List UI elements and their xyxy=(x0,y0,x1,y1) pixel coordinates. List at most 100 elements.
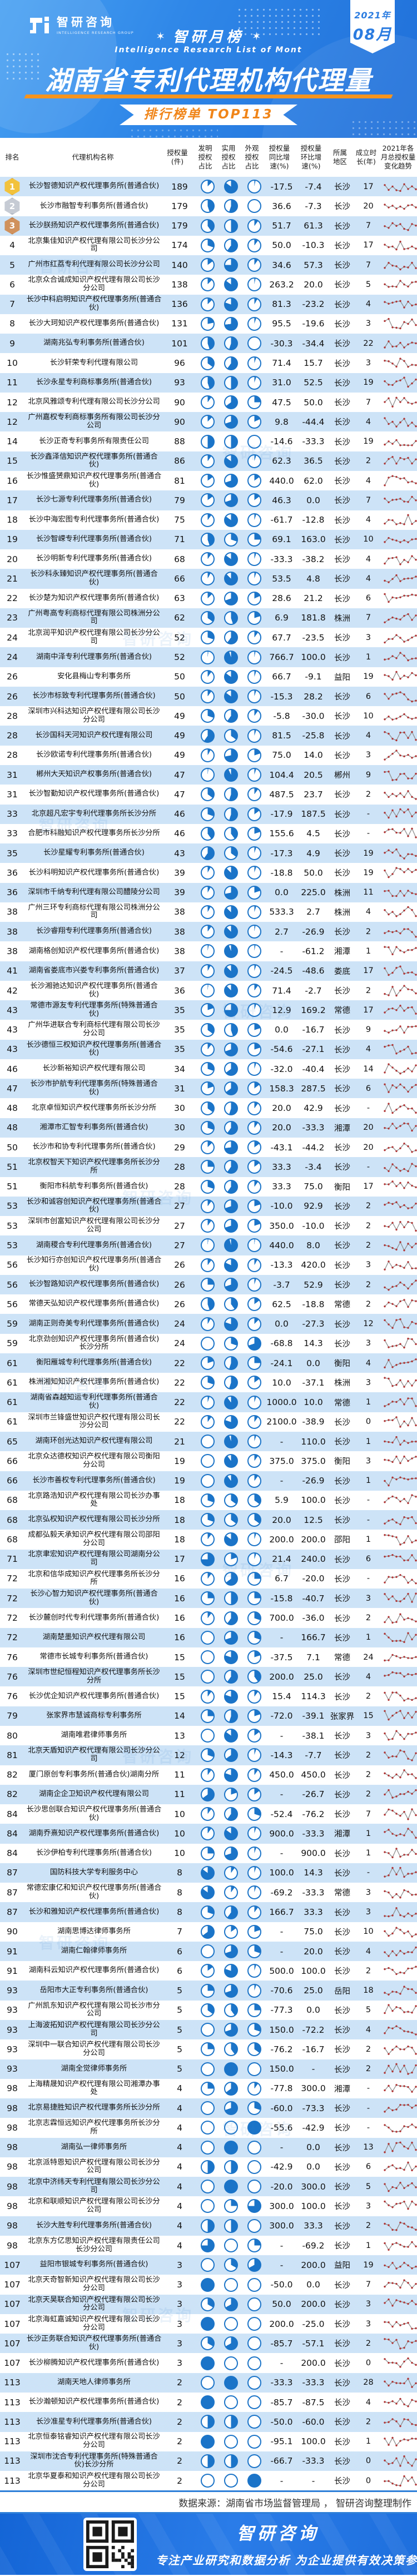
design-share-pie-cell xyxy=(242,1689,266,1704)
rank-cell: 26 xyxy=(7,691,18,702)
utility-share-pie-cell xyxy=(219,1062,242,1076)
region: 长沙 xyxy=(334,457,350,466)
design-share-pie-cell xyxy=(242,591,266,605)
design-share-pie xyxy=(247,2454,261,2468)
yoy-growth: 33.3 xyxy=(272,1182,291,1192)
trend-sparkline-chart xyxy=(384,2004,417,2014)
rank-cell: 93 xyxy=(7,1986,18,1996)
region: 长沙 xyxy=(334,2457,350,2466)
utility-share-pie xyxy=(224,297,238,311)
invention-share-pie xyxy=(200,689,215,704)
trend-sparkline-chart xyxy=(384,1592,417,1603)
invention-share-pie-cell xyxy=(196,1454,219,1468)
design-share-pie-cell xyxy=(242,2375,266,2390)
grants-count: 24 xyxy=(174,1338,185,1349)
design-share-pie xyxy=(247,513,261,527)
design-share-pie xyxy=(247,807,261,821)
design-share-pie xyxy=(247,669,261,684)
rank-cell: 76 xyxy=(7,1691,18,1702)
rank-cell: 56 xyxy=(7,1279,18,1290)
design-share-pie xyxy=(247,905,261,919)
years-established: - xyxy=(366,810,370,819)
invention-share-pie-cell xyxy=(196,1630,219,1645)
trend-sparkline-chart xyxy=(384,1828,417,1839)
trend-sparkline-chart xyxy=(384,1279,417,1291)
grants-count: 131 xyxy=(171,319,188,329)
grants-count: 43 xyxy=(174,848,185,858)
utility-share-pie-cell xyxy=(219,1689,242,1704)
agency-name: 湖南仁翰律师事务所 xyxy=(61,1947,127,1955)
design-share-pie-cell xyxy=(242,1454,266,1468)
design-share-pie-cell xyxy=(242,336,266,351)
design-share-pie xyxy=(247,1650,261,1665)
invention-share-pie-cell xyxy=(196,748,219,762)
trend-sparkline-chart xyxy=(384,1476,417,1487)
invention-share-pie xyxy=(200,1924,215,1939)
design-share-pie xyxy=(247,356,261,370)
utility-share-pie-cell xyxy=(219,905,242,919)
invention-share-pie-cell xyxy=(196,434,219,449)
table-row: 61 株洲湘知知识产权代理事务所(普通合伙) 22 10.0 -37.1 株洲 3 xyxy=(0,1373,417,1392)
years-established: 4 xyxy=(365,300,371,309)
utility-share-pie-cell xyxy=(219,689,242,704)
mom-growth: -38.9 xyxy=(302,1417,325,1427)
utility-share-pie-cell xyxy=(219,474,242,488)
design-share-pie-cell xyxy=(242,2356,266,2370)
invention-share-pie xyxy=(200,454,215,468)
design-share-pie-cell xyxy=(242,787,266,802)
trend-sparkline xyxy=(381,375,417,390)
grants-count: 90 xyxy=(174,397,185,408)
yoy-growth: 46.3 xyxy=(272,495,291,505)
trend-sparkline xyxy=(381,1061,417,1077)
grants-count: 5 xyxy=(177,2024,182,2035)
utility-share-pie xyxy=(224,2317,238,2331)
region: 湘潭 xyxy=(334,2084,350,2094)
invention-share-pie xyxy=(200,1258,215,1272)
agency-name: 长沙大珂知识产权代理事务所(普通合伙) xyxy=(28,319,160,328)
invention-share-pie xyxy=(200,1081,215,1096)
region: 长沙 xyxy=(334,850,350,859)
design-share-pie xyxy=(247,258,261,272)
mom-growth: 225.0 xyxy=(301,887,326,898)
trend-sparkline xyxy=(381,1159,417,1175)
utility-share-pie-cell xyxy=(219,2003,242,2017)
mom-growth: 52.9 xyxy=(304,1279,323,1290)
invention-share-pie-cell xyxy=(196,1689,219,1704)
invention-share-pie xyxy=(200,2180,215,2194)
region: 长沙 xyxy=(334,594,350,604)
region: 长沙 xyxy=(334,1634,350,1643)
utility-share-pie-cell xyxy=(219,238,242,252)
mom-growth: 61.3 xyxy=(304,221,323,231)
design-share-pie-cell xyxy=(242,316,266,331)
design-share-pie xyxy=(247,631,261,645)
trend-sparkline-chart xyxy=(384,1377,417,1388)
region: 株洲 xyxy=(334,614,350,623)
utility-share-pie xyxy=(224,1807,238,1821)
trend-sparkline xyxy=(381,296,417,312)
design-share-pie-cell xyxy=(242,297,266,311)
years-established: 7 xyxy=(365,221,371,231)
utility-share-pie-cell xyxy=(219,434,242,449)
mom-growth: 114.3 xyxy=(301,1691,326,1702)
table-row: 28 长沙国科天河知识产权代理有限公司 49 81.5 -25.8 长沙 4 xyxy=(0,726,417,746)
trend-sparkline xyxy=(381,1806,417,1822)
years-established: 9 xyxy=(365,770,371,780)
utility-share-pie-cell xyxy=(219,2277,242,2292)
grants-count: 15 xyxy=(174,1691,185,1702)
design-share-pie xyxy=(247,2317,261,2331)
mom-growth: 50.0 xyxy=(304,397,323,408)
rank-cell: 107 xyxy=(4,2358,21,2369)
table-row: 15 长沙鑫泽信知识产权代理事务所(普通合伙) 86 62.3 36.5 长沙 2 xyxy=(0,451,417,471)
agency-name: 长沙新裕知识产权代理有限公司 xyxy=(42,1064,146,1073)
design-share-pie xyxy=(247,2003,261,2017)
years-established: 13 xyxy=(363,2143,374,2152)
region: 长沙 xyxy=(334,1732,350,1741)
table-row: 53 深圳市创富知识产权代理有限公司长沙分公司 27 350.0 -10.0 长沙 2 xyxy=(0,1216,417,1235)
trend-sparkline xyxy=(381,532,417,547)
design-share-pie-cell xyxy=(242,180,266,194)
mom-growth: 36.5 xyxy=(304,456,323,466)
mom-growth: 14.3 xyxy=(304,1338,323,1349)
rank-cell: 113 xyxy=(4,2436,21,2447)
table-row: 87 长沙和雅知识产权代理事务所(普通合伙) 8 166.7 33.3 长沙 3 xyxy=(0,1902,417,1922)
